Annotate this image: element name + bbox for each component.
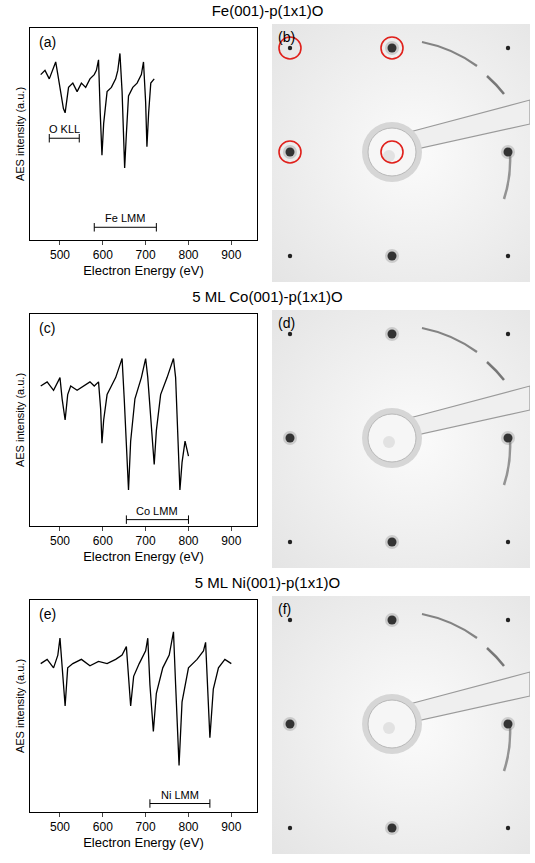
svg-text:900: 900 [221, 534, 241, 548]
svg-text:800: 800 [178, 820, 198, 834]
svg-text:(a): (a) [39, 34, 56, 50]
svg-text:700: 700 [136, 820, 156, 834]
svg-text:500: 500 [50, 534, 70, 548]
svg-text:(f): (f) [278, 601, 291, 617]
svg-text:AES intensity (a.u.): AES intensity (a.u.) [14, 373, 26, 467]
svg-text:(e): (e) [39, 606, 56, 622]
svg-text:600: 600 [93, 820, 113, 834]
svg-text:Electron Energy (eV): Electron Energy (eV) [83, 549, 204, 564]
svg-text:700: 700 [136, 534, 156, 548]
svg-text:Co LMM: Co LMM [136, 505, 178, 517]
svg-text:O KLL: O KLL [49, 123, 80, 135]
svg-text:800: 800 [178, 248, 198, 262]
svg-text:Fe LMM: Fe LMM [105, 212, 145, 224]
svg-text:500: 500 [50, 820, 70, 834]
html-text:5 ML Co(001)-p(1x1)O: 5 ML Co(001)-p(1x1)O [192, 288, 343, 305]
svg-text:600: 600 [93, 534, 113, 548]
svg-text:500: 500 [50, 248, 70, 262]
svg-text:900: 900 [221, 248, 241, 262]
svg-text:(c): (c) [39, 320, 55, 336]
svg-text:(b): (b) [278, 29, 295, 45]
html-text:Fe(001)-p(1x1)O: Fe(001)-p(1x1)O [211, 2, 324, 19]
svg-text:Electron Energy (eV): Electron Energy (eV) [83, 835, 204, 850]
html-text:5 ML Ni(001)-p(1x1)O: 5 ML Ni(001)-p(1x1)O [194, 574, 341, 591]
svg-text:Ni LMM: Ni LMM [161, 789, 199, 801]
svg-text:800: 800 [178, 534, 198, 548]
svg-text:(d): (d) [278, 315, 295, 331]
svg-text:AES intensity (a.u.): AES intensity (a.u.) [14, 659, 26, 753]
svg-text:Electron Energy (eV): Electron Energy (eV) [83, 263, 204, 278]
svg-text:600: 600 [93, 248, 113, 262]
svg-text:700: 700 [136, 248, 156, 262]
svg-text:AES intensity (a.u.): AES intensity (a.u.) [14, 87, 26, 181]
svg-text:900: 900 [221, 820, 241, 834]
